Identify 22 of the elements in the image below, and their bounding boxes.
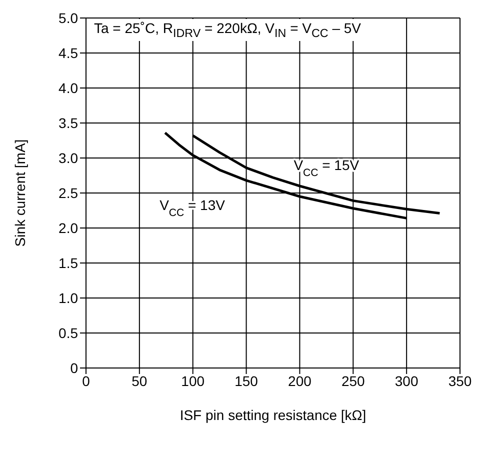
x-tick-label: 150 [234,372,258,389]
y-tick-label: 1.0 [58,290,78,306]
x-tick-label: 200 [288,372,312,389]
y-tick-label: 1.5 [58,254,78,271]
x-tick-label: 350 [448,372,472,389]
x-tick-label: 50 [132,372,148,389]
x-axis-title: ISF pin setting resistance [kΩ] [180,407,366,423]
y-tick-label: 0 [70,360,78,376]
x-tick-label: 250 [341,372,366,389]
y-tick-label: 3.0 [58,150,78,166]
x-tick-label: 300 [394,372,418,389]
y-tick-label: 4.0 [58,80,78,96]
y-axis-title: Sink current [mA] [12,139,28,247]
y-tick-label: 5.0 [58,10,78,26]
y-tick-label: 4.5 [58,44,78,61]
y-tick-label: 2.5 [58,184,78,201]
y-tick-label: 3.5 [58,114,78,131]
chart-title: Ta = 25˚C, R$_{IDRV}$ = 220kΩ, V$_{IN}$ = V$_{CC}$ – 5V [90,19,366,41]
y-tick-label: 2.0 [58,220,78,236]
y-tick-label: 0.5 [58,324,78,341]
x-tick-label: 0 [82,372,90,389]
x-tick-label: 100 [181,372,205,389]
